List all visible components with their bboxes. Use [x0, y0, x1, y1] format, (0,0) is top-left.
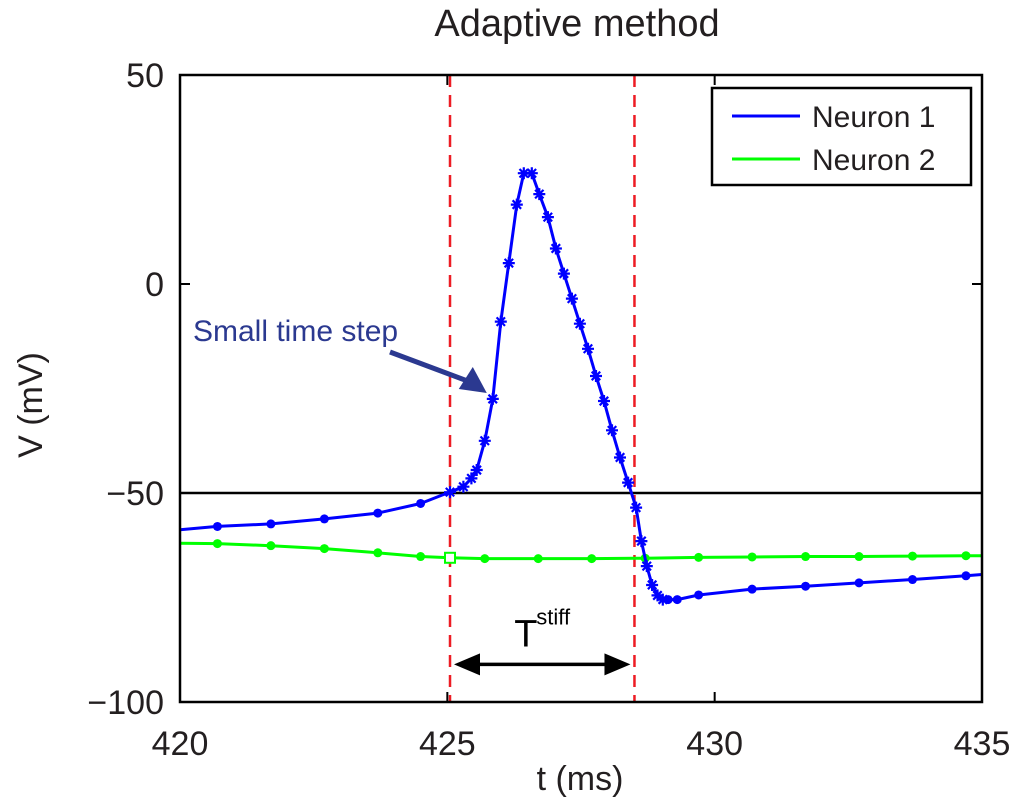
series-line-1 — [180, 171, 982, 602]
y-tick-label-1: −50 — [106, 475, 164, 513]
series-1-dot-7 — [672, 595, 682, 605]
interval-label-superscript: stiff — [536, 604, 571, 629]
series-1-star-26 — [640, 560, 653, 573]
y-tick-label-3: 50 — [126, 57, 164, 95]
y-axis-label: V (mV) — [12, 352, 50, 458]
y-tick-label-0: −100 — [87, 684, 164, 722]
y-tick-label-2: 0 — [145, 266, 164, 304]
series-1-dot-12 — [907, 575, 917, 585]
axes-frame — [178, 73, 984, 704]
series-1-dot-2 — [266, 519, 276, 529]
series-1-dot-3 — [319, 514, 329, 524]
series-1-star-12 — [533, 188, 546, 201]
series-1-dot-8 — [694, 590, 704, 600]
interval-arrow-left-head — [454, 653, 481, 676]
series-line-2 — [180, 541, 982, 561]
series-2-dot-7 — [533, 554, 543, 564]
series-1-dot-5 — [416, 498, 426, 508]
series-1-star-6 — [486, 392, 499, 405]
series-2-dot-14 — [907, 551, 917, 561]
series-1-star-7 — [494, 315, 507, 328]
series-1-dot-11 — [854, 578, 864, 588]
series-1-star-23 — [622, 476, 635, 489]
series-2-dot-1 — [212, 539, 222, 549]
legend: Neuron 1 Neuron 2 — [710, 86, 973, 187]
series-1-star-13 — [541, 211, 554, 224]
series-1-dot-10 — [801, 581, 811, 591]
plot-area: 420 425 430 435 −100 −50 0 50 — [87, 57, 1010, 763]
series-2-dot-4 — [373, 548, 383, 558]
x-axis-label: t (ms) — [537, 760, 624, 798]
series-1-star-16 — [565, 292, 578, 305]
series-1-star-1 — [444, 486, 456, 499]
series-1-star-5 — [478, 434, 491, 447]
series-1-star-18 — [582, 342, 594, 355]
series-1-star-15 — [557, 267, 570, 280]
series-1-star-9 — [510, 198, 523, 211]
annotation-arrow-shaft — [389, 349, 474, 386]
series-2-dot-10 — [694, 552, 704, 562]
series-1-star-2 — [457, 480, 470, 493]
series-1-star-4 — [470, 464, 483, 476]
series-1-star-14 — [549, 242, 562, 255]
series-2-square-1 — [444, 551, 457, 564]
series-2-dot-12 — [801, 552, 811, 562]
series-1-star-27 — [646, 579, 659, 591]
series-1-star-21 — [606, 424, 618, 437]
interval-arrow-right-head — [604, 653, 631, 676]
series-1-star-8 — [502, 257, 515, 270]
series-1-star-20 — [598, 395, 610, 407]
annotation-small-time-step: Small time step — [193, 315, 398, 348]
series-1-dot-9 — [747, 584, 757, 594]
series-2-dot-15 — [961, 551, 971, 561]
series-2-dot-3 — [319, 544, 329, 554]
legend-box — [710, 86, 973, 187]
series-1-star-17 — [573, 317, 586, 330]
series-2-dot-6 — [480, 554, 490, 564]
series-1-star-25 — [635, 535, 648, 548]
interval-label: T — [514, 613, 537, 655]
series-1-star-22 — [614, 451, 626, 464]
series-1-star-11 — [525, 167, 538, 180]
series-1-dot-13 — [961, 571, 971, 581]
series-1-star-19 — [590, 370, 602, 382]
legend-label-2: Neuron 2 — [812, 144, 935, 177]
chart-title: Adaptive method — [434, 3, 719, 45]
annotation-arrow-head — [458, 366, 487, 393]
series-2-dot-13 — [854, 552, 864, 562]
series-group — [180, 167, 982, 606]
series-2-dot-11 — [747, 552, 757, 562]
series-1-star-10 — [517, 167, 530, 180]
series-1-dot-4 — [373, 508, 383, 518]
x-tick-label-435: 435 — [954, 725, 1011, 763]
series-1-star-28 — [651, 589, 664, 602]
series-1-star-3 — [465, 472, 478, 485]
series-2-dot-2 — [266, 541, 276, 551]
series-2-dot-5 — [416, 552, 426, 562]
x-tick-label-420: 420 — [152, 725, 209, 763]
series-2-dot-8 — [587, 554, 597, 564]
series-1-dot-1 — [212, 521, 222, 531]
x-tick-label-430: 430 — [686, 725, 743, 763]
series-1-star-24 — [630, 501, 643, 514]
series-1-star-29 — [656, 593, 669, 606]
x-tick-label-425: 425 — [419, 725, 476, 763]
legend-label-1: Neuron 1 — [812, 101, 935, 134]
